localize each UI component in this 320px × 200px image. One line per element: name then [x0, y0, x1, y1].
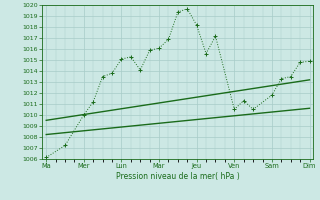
X-axis label: Pression niveau de la mer( hPa ): Pression niveau de la mer( hPa )	[116, 172, 240, 181]
